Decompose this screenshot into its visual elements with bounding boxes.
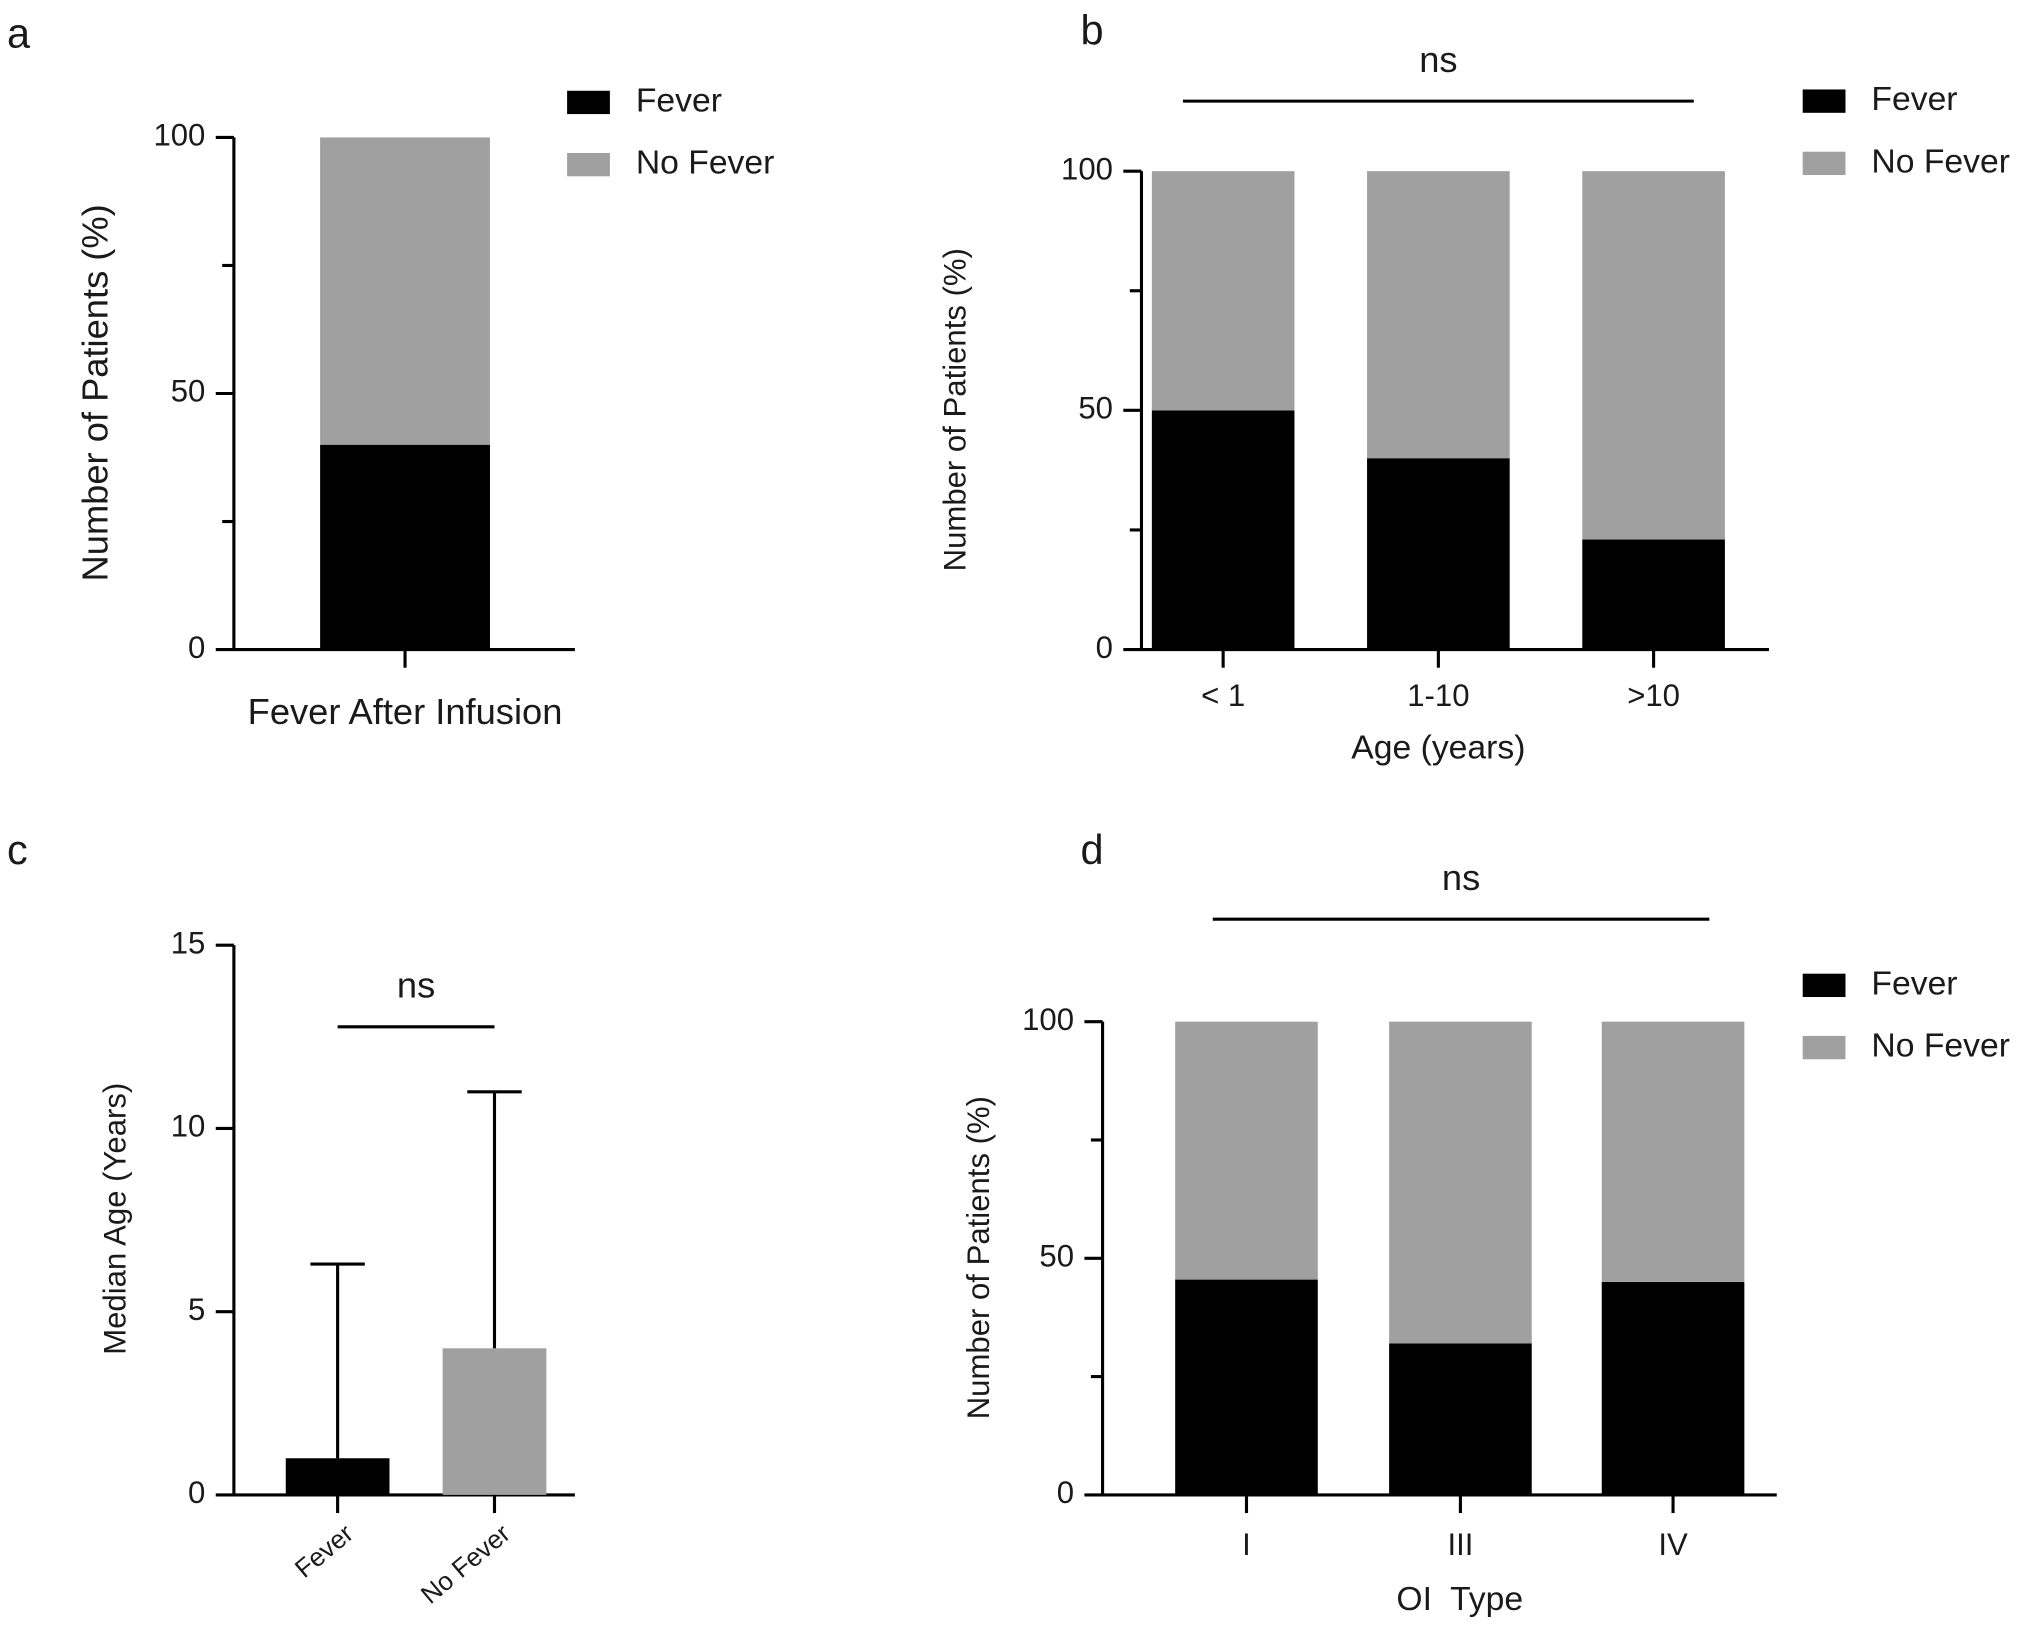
bar-segment: [1389, 1343, 1532, 1495]
x-tick-label: III: [1447, 1527, 1473, 1562]
panel-label: a: [7, 9, 31, 56]
y-tick-label: 0: [188, 1475, 205, 1510]
legend-swatch: [1802, 89, 1846, 113]
x-tick-label: >10: [1627, 678, 1680, 713]
y-tick-label: 100: [1022, 1002, 1074, 1037]
y-tick-label: 100: [153, 118, 205, 153]
bar-segment: [1582, 171, 1725, 540]
significance-label: ns: [1442, 857, 1480, 898]
legend-swatch: [1802, 1035, 1846, 1060]
legend-swatch: [567, 152, 610, 177]
legend-swatch: [567, 90, 610, 115]
bar-segment: [1367, 171, 1510, 459]
bar: [442, 1348, 547, 1495]
x-axis-label: OI Type: [1396, 1580, 1523, 1618]
y-axis-label: Median Age (Years): [97, 1083, 132, 1355]
legend-label: No Fever: [1871, 1027, 2010, 1065]
x-tick-label: Fever: [290, 1519, 359, 1583]
legend-label: No Fever: [1871, 142, 2010, 180]
x-tick-label: IV: [1658, 1527, 1688, 1562]
y-tick-label: 10: [171, 1109, 206, 1144]
significance-label: ns: [397, 965, 435, 1006]
significance-label: ns: [1419, 39, 1457, 80]
x-tick-label: No Fever: [416, 1519, 516, 1609]
bar-segment: [1151, 171, 1295, 411]
x-tick-label: I: [1242, 1527, 1251, 1562]
y-tick-label: 100: [1061, 151, 1113, 186]
x-tick-label: 1-10: [1407, 678, 1469, 713]
bar-segment: [1582, 539, 1725, 650]
x-axis-label: Age (years): [1351, 728, 1525, 766]
legend-swatch: [1802, 973, 1846, 998]
y-tick-label: 50: [171, 374, 206, 409]
bar-segment: [1151, 410, 1295, 650]
y-axis-label: Number of Patients (%): [961, 1096, 996, 1419]
bar-segment: [1175, 1279, 1318, 1495]
y-tick-label: 0: [1096, 630, 1113, 665]
y-tick-label: 50: [1078, 391, 1113, 426]
legend-label: Fever: [1871, 964, 1957, 1002]
y-axis-label: Number of Patients (%): [74, 204, 115, 581]
bar-segment: [1389, 1021, 1532, 1344]
y-tick-label: 0: [188, 630, 205, 665]
panel-label: b: [1081, 7, 1104, 54]
x-tick-label: < 1: [1201, 678, 1245, 713]
y-tick-label: 0: [1057, 1475, 1074, 1510]
bar-segment: [1601, 1021, 1745, 1282]
y-tick-label: 5: [188, 1292, 205, 1327]
bar: [285, 1458, 390, 1495]
bar-segment: [320, 444, 490, 650]
legend-swatch: [1802, 151, 1846, 176]
bar-segment: [1175, 1021, 1318, 1280]
panel-label: c: [7, 826, 28, 873]
x-tick-label: Fever After Infusion: [248, 691, 563, 732]
bar-segment: [1601, 1281, 1745, 1495]
legend-label: No Fever: [636, 144, 775, 182]
panel-label: d: [1081, 826, 1104, 873]
legend-label: Fever: [636, 81, 722, 119]
y-tick-label: 50: [1039, 1239, 1074, 1274]
y-axis-label: Number of Patients (%): [938, 248, 973, 571]
bar-segment: [1367, 458, 1510, 650]
y-tick-label: 15: [171, 925, 206, 960]
legend-label: Fever: [1871, 80, 1957, 118]
bar-segment: [320, 137, 490, 445]
